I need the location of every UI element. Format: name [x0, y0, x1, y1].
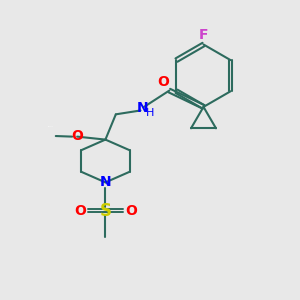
Text: N: N: [100, 176, 111, 189]
Text: methoxy: methoxy: [48, 126, 54, 127]
Text: O: O: [125, 204, 137, 218]
Text: F: F: [199, 28, 208, 42]
Text: S: S: [99, 202, 111, 220]
Text: O: O: [71, 129, 83, 143]
Text: H: H: [146, 108, 154, 118]
Text: O: O: [74, 204, 86, 218]
Text: N: N: [137, 101, 148, 116]
Text: O: O: [157, 75, 169, 89]
